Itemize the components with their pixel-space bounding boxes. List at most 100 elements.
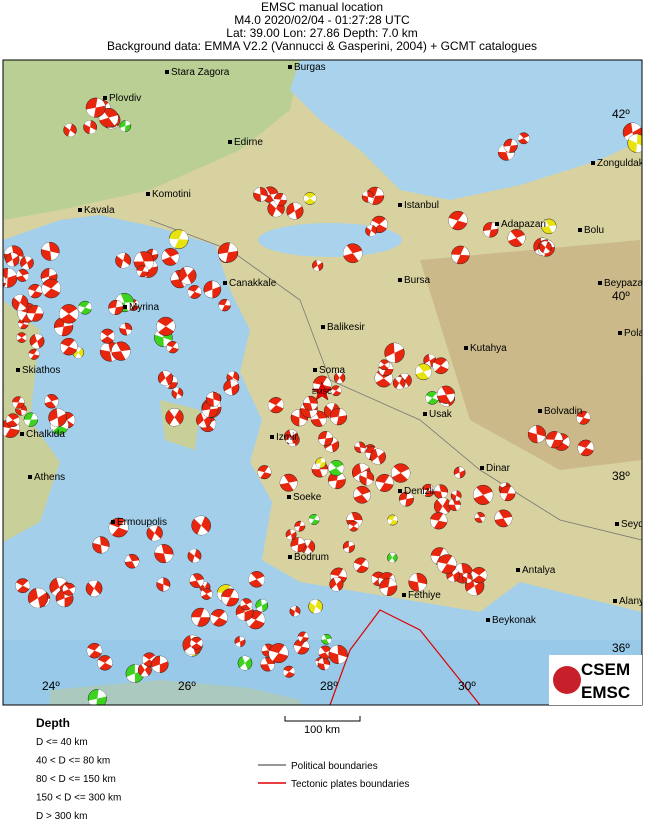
- epicenter-label: EMSC: [312, 389, 332, 396]
- beach-ball: [297, 631, 309, 643]
- ball-quadrant: [257, 466, 272, 478]
- ball-quadrant: [348, 522, 359, 530]
- beach-ball: [329, 407, 348, 426]
- beach-ball: [433, 497, 452, 515]
- place-label: Kavala: [84, 205, 115, 216]
- place-marker: [398, 203, 402, 207]
- depth-item: 40 < D <= 80 km: [36, 756, 110, 767]
- ball-quadrant: [483, 222, 499, 238]
- latitude-label: 38º: [612, 469, 630, 483]
- beach-ball: [178, 266, 197, 285]
- ball-quadrant: [124, 554, 140, 568]
- place-marker: [398, 278, 402, 282]
- beach-ball: [308, 513, 320, 525]
- ball-quadrant: [291, 537, 306, 553]
- ball-quadrant: [541, 241, 550, 254]
- ball-quadrant: [330, 386, 342, 395]
- beach-ball: [87, 689, 107, 705]
- legend-line-label: Political boundaries: [291, 761, 378, 772]
- beach-ball: [85, 97, 106, 118]
- ball-quadrant: [204, 280, 221, 299]
- logo-bottom: EMSC: [581, 683, 630, 702]
- ball-quadrant: [507, 231, 526, 245]
- beach-ball: [218, 298, 231, 312]
- beach-ball: [119, 120, 132, 132]
- legend-title: Depth: [36, 716, 70, 730]
- beach-ball: [5, 252, 20, 267]
- place-marker: [480, 466, 484, 470]
- ball-quadrant: [286, 529, 296, 540]
- ball-quadrant: [408, 573, 427, 592]
- beach-ball: [255, 599, 269, 612]
- place-marker: [228, 140, 232, 144]
- beach-ball: [28, 348, 40, 360]
- beach-ball: [217, 242, 239, 263]
- ball-quadrant: [318, 431, 333, 446]
- beach-ball: [15, 578, 31, 594]
- beach-ball: [257, 465, 272, 480]
- header-line: EMSC manual location: [261, 0, 383, 14]
- beach-ball: [391, 463, 411, 483]
- beach-ball: [448, 210, 468, 231]
- place-label: Soma: [319, 365, 346, 376]
- place-marker: [321, 325, 325, 329]
- place-label: Burgas: [294, 62, 326, 73]
- place-marker: [615, 522, 619, 526]
- ball-quadrant: [248, 573, 265, 586]
- beach-ball: [415, 363, 432, 381]
- place-label: Izmir: [276, 432, 298, 443]
- ball-quadrant: [41, 268, 57, 285]
- ball-quadrant: [437, 497, 449, 515]
- beach-ball: [136, 265, 149, 278]
- ball-quadrant: [12, 397, 25, 408]
- ball-quadrant: [172, 387, 182, 399]
- ball-quadrant: [235, 636, 245, 647]
- ball-quadrant: [260, 657, 275, 671]
- ball-quadrant: [166, 342, 179, 352]
- ball-quadrant: [303, 396, 318, 411]
- ball-quadrant: [288, 202, 302, 220]
- ball-quadrant: [240, 599, 253, 609]
- ball-quadrant: [437, 556, 457, 572]
- beach-ball: [342, 540, 355, 553]
- place-marker: [78, 208, 82, 212]
- ball-quadrant: [194, 515, 209, 536]
- ball-quadrant: [362, 191, 374, 203]
- beach-ball: [328, 644, 348, 665]
- place-marker: [598, 281, 602, 285]
- ball-quadrant: [451, 490, 461, 501]
- beach-ball: [154, 544, 174, 564]
- ball-quadrant: [374, 372, 393, 384]
- ball-quadrant: [49, 408, 66, 427]
- beach-ball: [285, 529, 297, 540]
- scale-bar: [284, 716, 361, 722]
- place-marker: [28, 475, 32, 479]
- place-marker: [398, 489, 402, 493]
- place-label: Zonguldak: [597, 158, 645, 169]
- ball-quadrant: [331, 577, 342, 592]
- ball-quadrant: [318, 647, 332, 658]
- ball-quadrant: [328, 462, 344, 474]
- beach-ball: [205, 391, 221, 407]
- beach-ball: [398, 491, 414, 507]
- place-label: Denizli: [404, 486, 434, 497]
- ball-quadrant: [313, 260, 322, 271]
- ball-quadrant: [3, 268, 17, 288]
- ball-quadrant: [28, 349, 40, 359]
- beach-ball: [315, 457, 327, 469]
- ball-quadrant: [26, 305, 44, 321]
- beach-ball: [146, 524, 163, 542]
- beach-ball: [473, 484, 494, 506]
- ball-quadrant: [136, 266, 149, 277]
- place-marker: [111, 520, 115, 524]
- place-label: Fethiye: [408, 590, 441, 601]
- ball-quadrant: [189, 549, 200, 563]
- place-label: Usak: [429, 409, 453, 420]
- beach-ball: [333, 372, 346, 384]
- ball-quadrant: [303, 194, 317, 202]
- ball-quadrant: [120, 120, 131, 132]
- beach-ball: [421, 483, 435, 498]
- ball-quadrant: [285, 429, 297, 444]
- ball-quadrant: [133, 252, 154, 271]
- beach-ball: [168, 229, 189, 250]
